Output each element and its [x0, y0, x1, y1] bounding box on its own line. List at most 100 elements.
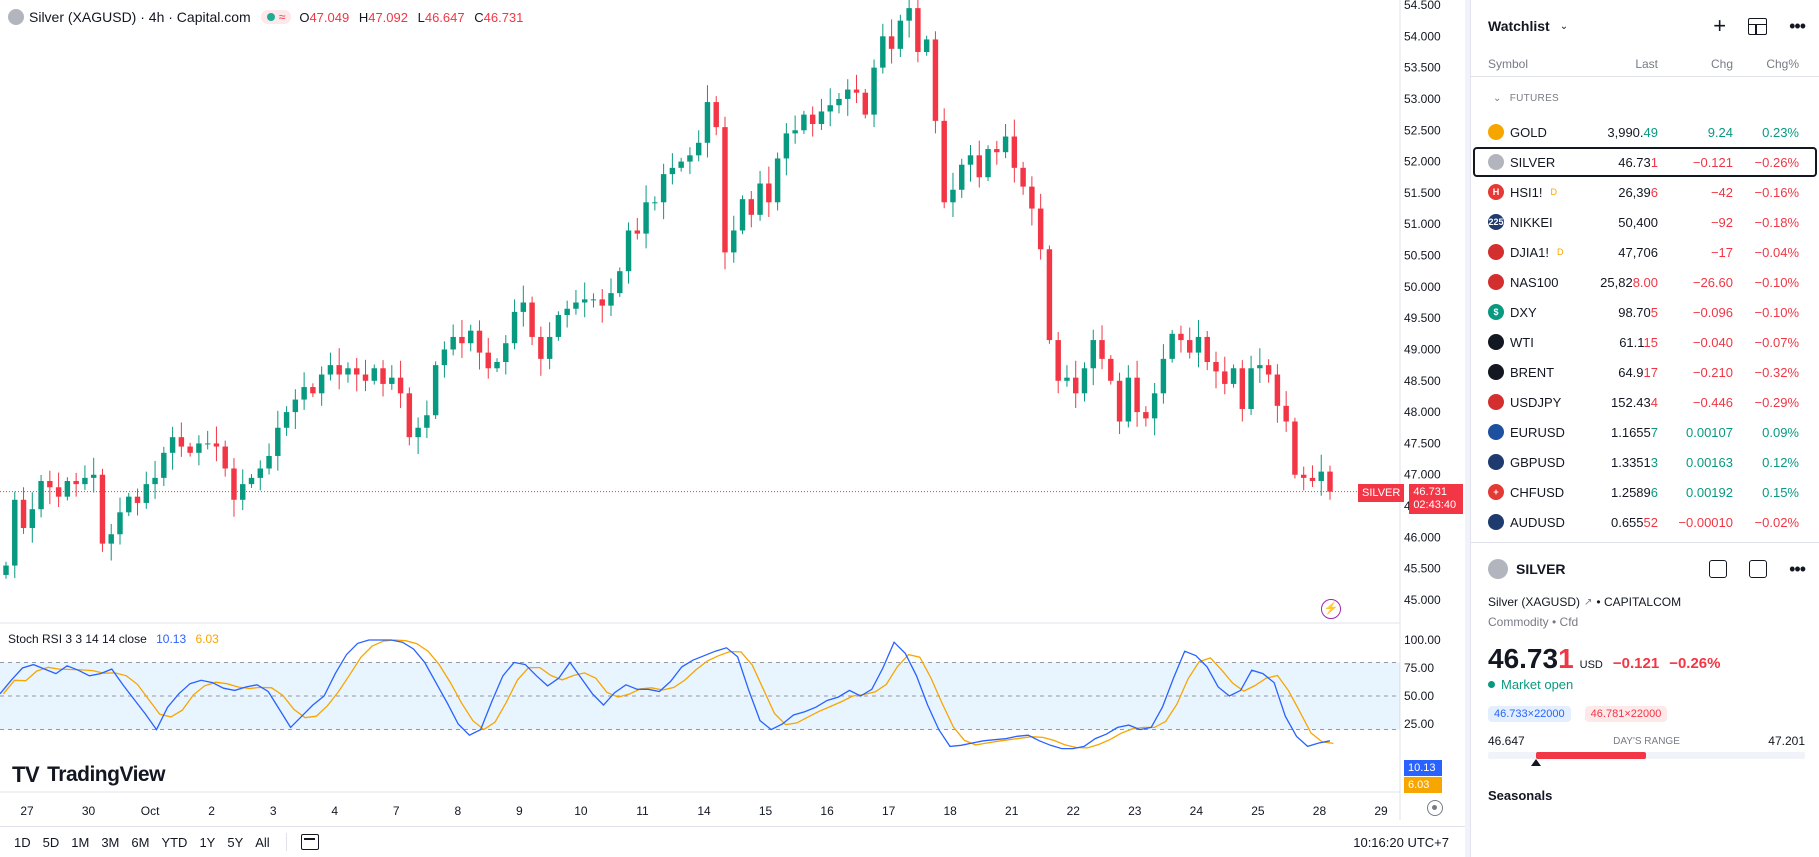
candle-body [783, 133, 790, 159]
price-axis-label: 52.500 [1404, 123, 1441, 137]
more-options-icon[interactable]: ••• [1789, 558, 1806, 579]
range-all-button[interactable]: All [255, 834, 270, 850]
details-full-name: Silver (XAGUSD) ↗ • CAPITALCOM [1488, 595, 1805, 609]
layout-icon[interactable] [1709, 560, 1728, 578]
range-1y-button[interactable]: 1Y [199, 834, 216, 850]
candle-body [1134, 377, 1140, 413]
watchlist-row-gold[interactable]: GOLD 3,990.49 9.24 0.23% [1471, 117, 1819, 147]
clock[interactable]: 10:16:20 UTC+7 [1353, 834, 1449, 850]
candle-body [625, 230, 632, 272]
range-1m-button[interactable]: 1M [71, 834, 90, 850]
external-link-icon[interactable]: ↗ [1584, 596, 1593, 608]
col-symbol[interactable]: Symbol [1488, 57, 1529, 71]
time-axis-label: 10 [574, 804, 588, 818]
seasonals-title[interactable]: Seasonals [1488, 788, 1553, 803]
price-axis-label: 48.000 [1404, 405, 1441, 419]
section-futures[interactable]: ⌄ FUTURES [1471, 79, 1819, 117]
lightning-icon[interactable]: ⚡ [1321, 599, 1341, 619]
candlestick-chart[interactable]: 54.500 54.000 53.500 53.000 52.500 52.000 51.5… [0, 0, 1465, 820]
candle-body [599, 299, 605, 306]
more-options-icon[interactable]: ••• [1789, 16, 1806, 36]
candle-body [1055, 340, 1061, 381]
candle-body [406, 393, 413, 438]
candle-body [538, 336, 544, 359]
price-axis-label: 50.000 [1404, 280, 1441, 294]
tradingview-logo[interactable]: TV TradingView [12, 762, 165, 788]
row-last-main: 1.2589 [1611, 484, 1651, 500]
watchlist-row-wti[interactable]: WTI 61.115 −0.040 −0.07% [1471, 327, 1819, 357]
candle-body [1257, 365, 1263, 369]
watchlist-row-eurusd[interactable]: EURUSD 1.16557 0.00107 0.09% [1471, 417, 1819, 447]
candle-body [581, 299, 588, 303]
candle-body [1046, 249, 1053, 341]
watchlist-row-usdjpy[interactable]: USDJPY 152.434 −0.446 −0.29% [1471, 387, 1819, 417]
symbol-title[interactable]: Silver (XAGUSD) · 4h · Capital.com [29, 9, 251, 25]
candle-body [959, 164, 965, 190]
panel-divider[interactable] [1465, 0, 1470, 857]
row-chgp: −0.29% [1754, 394, 1799, 410]
row-last: 3,990.49 [1600, 125, 1658, 140]
edit-icon[interactable] [1749, 560, 1768, 578]
col-chgp[interactable]: Chg% [1766, 57, 1799, 71]
row-symbol-cell: GOLD [1488, 124, 1600, 140]
candle-body [573, 302, 579, 309]
range-3m-button[interactable]: 3M [101, 834, 120, 850]
range-1d-button[interactable]: 1D [14, 834, 31, 850]
price-axis-label: 46.000 [1404, 530, 1441, 544]
row-chgp: 0.09% [1762, 424, 1799, 440]
advanced-view-icon[interactable] [1748, 17, 1768, 35]
watchlist-row-chfusd[interactable]: + CHFUSD 1.25896 0.00192 0.15% [1471, 477, 1819, 507]
price-axis-label: 51.000 [1404, 217, 1441, 231]
tradingview-logo-text: TradingView [47, 763, 165, 786]
candle-body [222, 446, 228, 469]
row-last: 61.115 [1600, 335, 1658, 350]
watchlist-row-hsi1[interactable]: H HSI1! D 26,396 −42 −0.16% [1471, 177, 1819, 207]
stoch-rsi-legend[interactable]: Stoch RSI 3 3 14 14 close 10.13 6.03 [8, 632, 219, 646]
watchlist-row-audusd[interactable]: AUDUSD 0.65552 −0.00010 −0.02% [1471, 507, 1819, 537]
details-name-text[interactable]: Silver (XAGUSD) [1488, 595, 1581, 609]
chart-area[interactable]: 54.500 54.000 53.500 53.000 52.500 52.000 51.5… [0, 0, 1465, 820]
watchlist-row-nikkei[interactable]: 225 NIKKEI 50,400 −92 −0.18% [1471, 207, 1819, 237]
add-symbol-icon[interactable]: + [1713, 13, 1727, 38]
details-last-price: 46.731 [1488, 643, 1574, 675]
details-symbol[interactable]: SILVER [1516, 561, 1566, 577]
market-status-pill[interactable]: ≈ [260, 10, 292, 24]
candle-body [467, 330, 474, 344]
row-symbol-cell: USDJPY [1488, 394, 1600, 410]
right-panel: Watchlist ⌄ + ••• Symbol Last Chg Chg% ⌄… [1470, 0, 1819, 857]
row-last-tick: 8.00 [1632, 274, 1658, 290]
time-axis-label: 24 [1190, 804, 1204, 818]
watchlist-row-gbpusd[interactable]: GBPUSD 1.33513 0.00163 0.12% [1471, 447, 1819, 477]
watchlist-row-djia1[interactable]: DJIA1! D 47,706 −17 −0.04% [1471, 237, 1819, 267]
candle-body [126, 496, 132, 513]
range-5d-button[interactable]: 5D [42, 834, 60, 850]
candle-body [55, 487, 62, 497]
row-chg: −42 [1710, 184, 1733, 200]
col-last[interactable]: Last [1635, 57, 1658, 71]
row-last-main: 50,400 [1618, 214, 1658, 230]
watchlist-row-brent[interactable]: BRENT 64.917 −0.210 −0.32% [1471, 357, 1819, 387]
candle-body [546, 336, 553, 359]
candle-body [1239, 368, 1246, 409]
watchlist-row-silver[interactable]: SILVER 46.731 −0.121 −0.26% [1473, 147, 1817, 177]
range-ytd-button[interactable]: YTD [161, 834, 188, 850]
range-6m-button[interactable]: 6M [131, 834, 150, 850]
watchlist-row-dxy[interactable]: $ DXY 98.705 −0.096 −0.10% [1471, 297, 1819, 327]
row-last-tick: 49 [1643, 124, 1658, 140]
symbol-logo-icon [1488, 514, 1504, 530]
ask-badge[interactable]: 46.781×22000 [1584, 706, 1668, 722]
bid-badge[interactable]: 46.733×22000 [1488, 706, 1571, 722]
symbol-logo-icon [1488, 334, 1504, 350]
candle-body [1186, 340, 1193, 353]
price-axis-label: 53.500 [1404, 61, 1441, 75]
watchlist-title-button[interactable]: Watchlist ⌄ [1488, 18, 1568, 34]
range-5y-button[interactable]: 5Y [227, 834, 244, 850]
candle-body [240, 484, 246, 500]
chart-settings-icon[interactable] [1427, 800, 1443, 816]
candle-body [415, 427, 421, 438]
calendar-icon[interactable] [300, 834, 319, 850]
col-chg[interactable]: Chg [1710, 57, 1733, 71]
row-chg: −17 [1710, 244, 1733, 260]
watchlist-row-nas100[interactable]: NAS100 25,828.00 −26.60 −0.10% [1471, 267, 1819, 297]
symbol-logo-icon [1488, 274, 1504, 290]
